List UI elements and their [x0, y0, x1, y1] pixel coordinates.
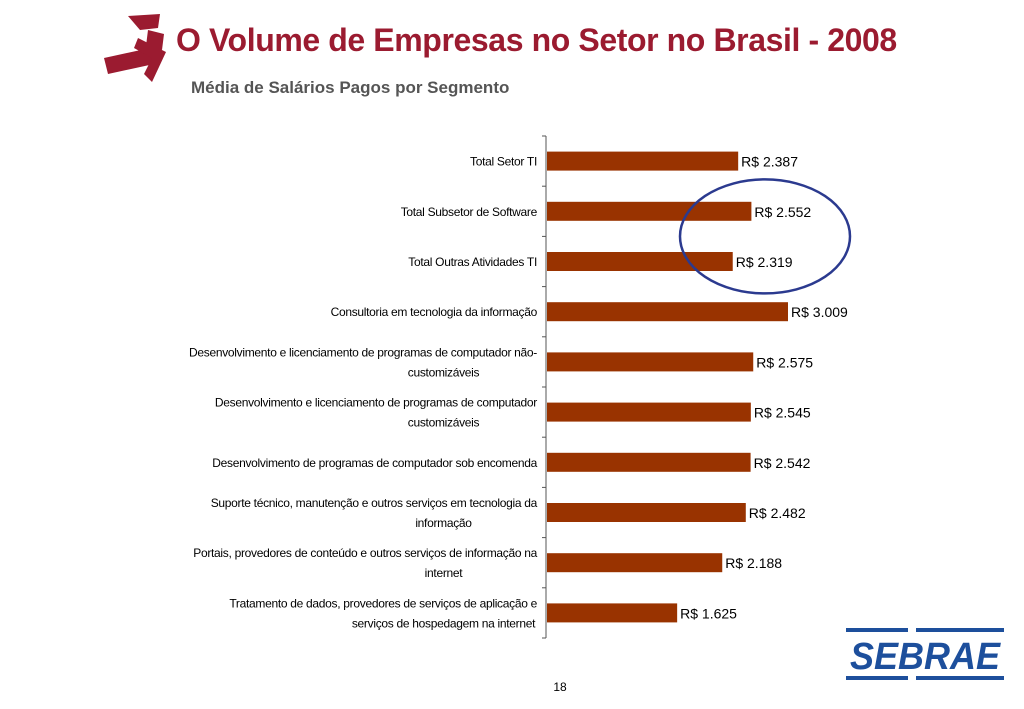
sebrae-logo: SEBRAE: [846, 622, 1004, 686]
category-label-line: Total Subsetor de Software: [401, 205, 538, 219]
highlight-circle: [678, 178, 852, 295]
arrow-logo-icon: [104, 14, 166, 82]
sebrae-logo-text: SEBRAE: [850, 636, 1002, 678]
category-label-line: informação: [415, 516, 472, 530]
category-label-3: Total Outras Atividades TI: [408, 255, 537, 269]
bar-4: [547, 302, 788, 322]
bar-2: [547, 201, 752, 221]
category-label-line: serviços de hospedagem na internet: [352, 616, 536, 630]
page-number: 18: [553, 680, 567, 694]
category-label-4: Consultoria em tecnologia da informação: [331, 305, 538, 319]
category-label-line: Desenvolvimento de programas de computad…: [212, 456, 537, 470]
data-label-6: R$ 2.545: [754, 405, 811, 421]
bar-6: [547, 402, 751, 422]
bar-10: [547, 603, 678, 623]
category-label-1: Total Setor TI: [470, 155, 537, 169]
category-label-line: customizáveis: [408, 365, 480, 379]
data-label-5: R$ 2.575: [756, 354, 813, 370]
data-label-8: R$ 2.482: [749, 505, 806, 521]
category-label-2: Total Subsetor de Software: [401, 205, 538, 219]
bar-7: [547, 452, 751, 472]
data-label-3: R$ 2.319: [736, 254, 793, 270]
data-label-10: R$ 1.625: [680, 605, 737, 621]
data-label-2: R$ 2.552: [754, 204, 811, 220]
data-label-9: R$ 2.188: [725, 555, 782, 571]
category-label-line: Tratamento de dados, provedores de servi…: [229, 596, 537, 610]
category-label-line: Total Outras Atividades TI: [408, 255, 537, 269]
category-label-10: Tratamento de dados, provedores de servi…: [229, 596, 537, 630]
page-title: O Volume de Empresas no Setor no Brasil …: [176, 22, 897, 58]
bar-1: [547, 151, 739, 171]
bar-5: [547, 352, 754, 372]
data-label-7: R$ 2.542: [754, 455, 811, 471]
category-label-9: Portais, provedores de conteúdo e outros…: [193, 546, 537, 580]
category-label-line: Desenvolvimento e licenciamento de progr…: [215, 396, 537, 410]
data-label-4: R$ 3.009: [791, 304, 848, 320]
bar-3: [547, 252, 733, 271]
bar-9: [547, 553, 723, 573]
category-label-line: Suporte técnico, manutenção e outros ser…: [211, 496, 538, 510]
category-label-line: Portais, provedores de conteúdo e outros…: [193, 546, 537, 560]
category-label-6: Desenvolvimento e licenciamento de progr…: [215, 396, 537, 430]
category-label-line: customizáveis: [408, 416, 480, 430]
category-label-line: Desenvolvimento e licenciamento de progr…: [189, 345, 537, 359]
category-label-8: Suporte técnico, manutenção e outros ser…: [211, 496, 538, 530]
category-label-5: Desenvolvimento e licenciamento de progr…: [189, 345, 537, 379]
category-label-7: Desenvolvimento de programas de computad…: [212, 456, 537, 470]
category-label-line: internet: [425, 566, 464, 580]
bar-8: [547, 503, 746, 522]
page-subtitle: Média de Salários Pagos por Segmento: [191, 78, 510, 97]
category-label-line: Consultoria em tecnologia da informação: [331, 305, 538, 319]
category-label-line: Total Setor TI: [470, 155, 537, 169]
data-label-1: R$ 2.387: [741, 154, 798, 170]
